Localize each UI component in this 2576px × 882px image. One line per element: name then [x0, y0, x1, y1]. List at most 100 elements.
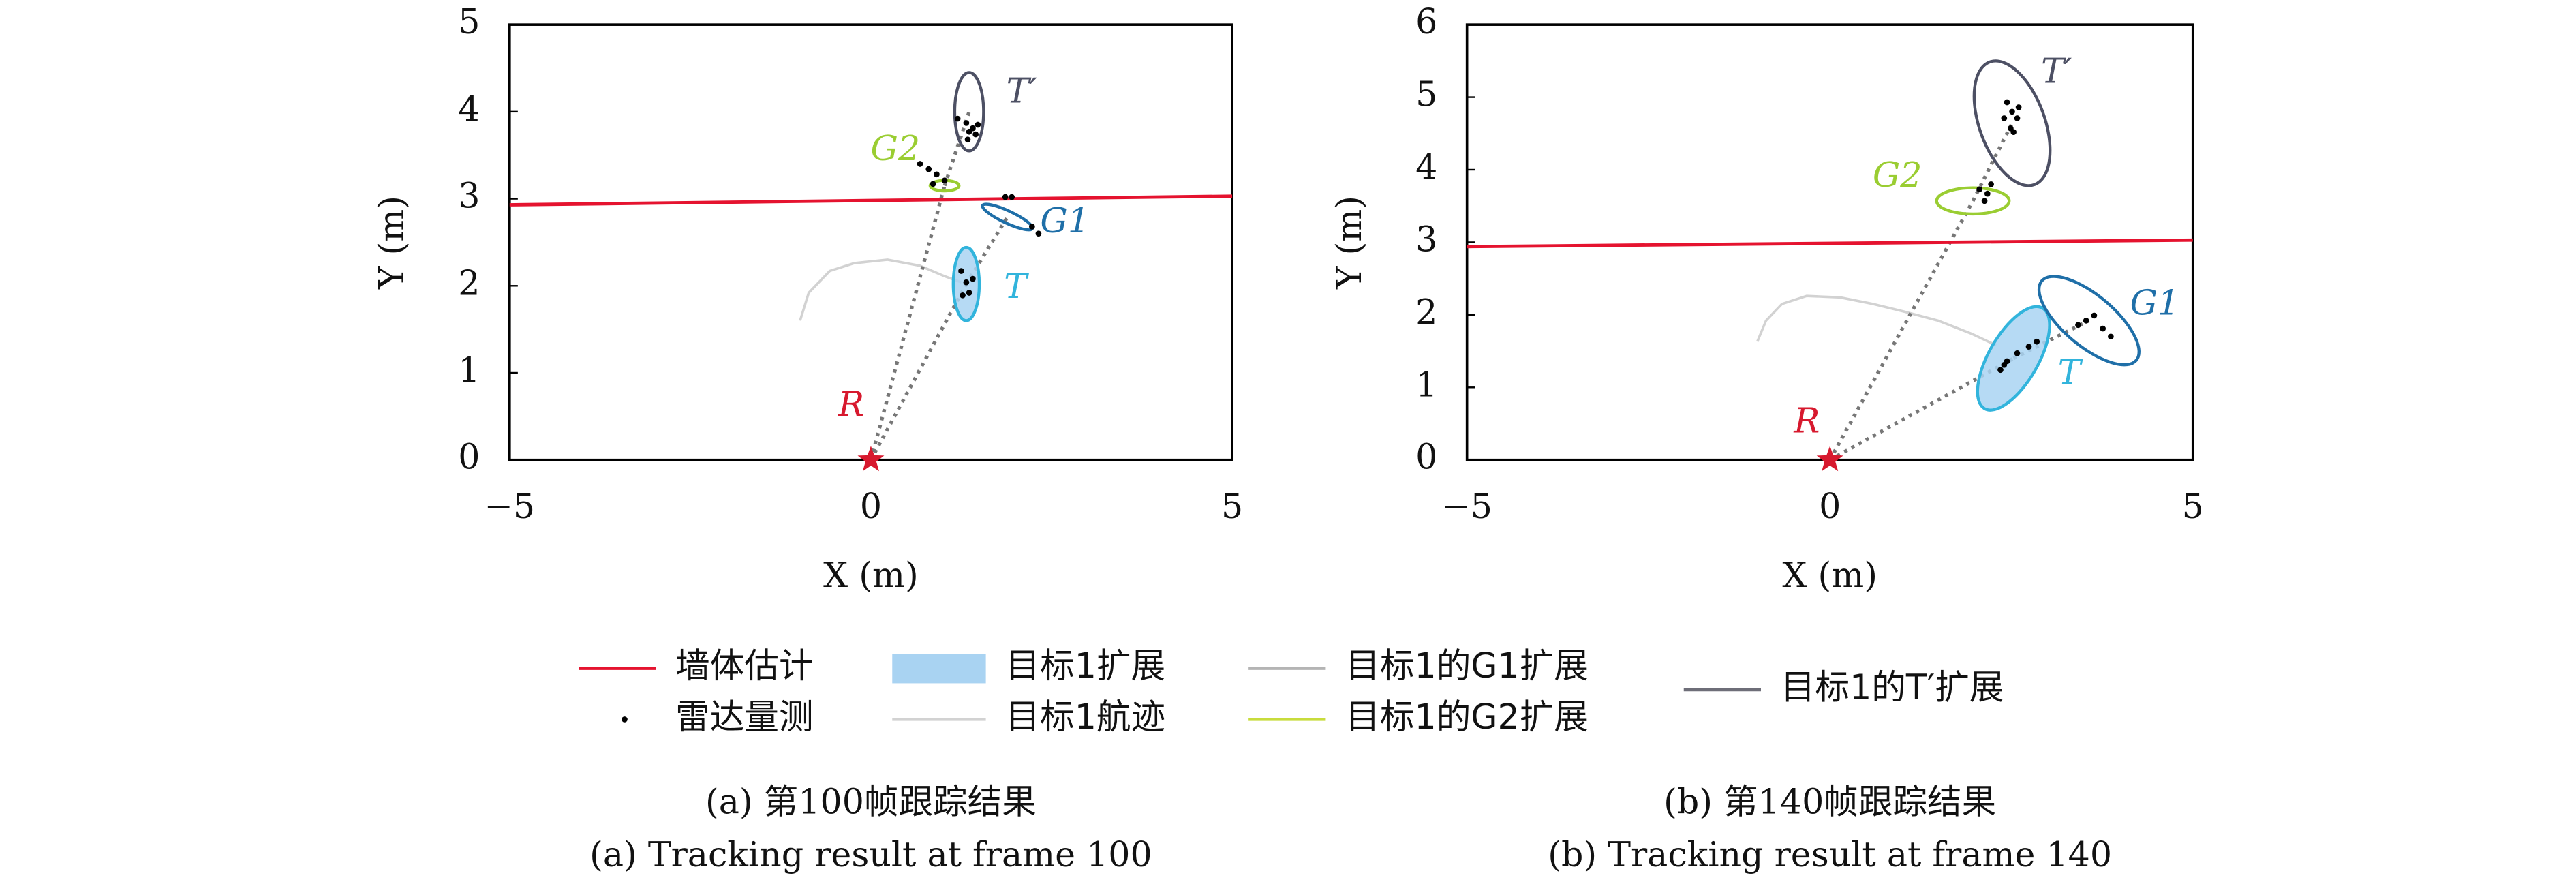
y-tick-label: 6 [1415, 1, 1437, 42]
y-tick-label: 5 [458, 1, 480, 42]
measurement [2015, 104, 2022, 110]
y-tick-label: 4 [458, 89, 480, 129]
y-tick-label: 1 [1415, 364, 1437, 404]
ellipse-label: G2 [870, 128, 920, 168]
measurement [960, 292, 966, 299]
wall-estimate [1467, 238, 2193, 249]
y-axis-label: Y (m) [371, 196, 412, 290]
caption: (b) Tracking result at frame 140 [1548, 834, 2112, 875]
measurement [2083, 318, 2089, 324]
measurement [2009, 108, 2015, 115]
caption: (b) 第140帧跟踪结果 [1663, 782, 1996, 822]
caption: (a) 第100帧跟踪结果 [705, 782, 1037, 822]
y-tick-label: 4 [1415, 147, 1437, 187]
measurement [1035, 230, 1042, 237]
y-tick-label: 2 [458, 262, 480, 303]
measurement [975, 121, 981, 128]
x-tick-label: −5 [1441, 486, 1492, 526]
y-axis-label: Y (m) [1329, 196, 1369, 290]
measurement [2100, 325, 2106, 332]
wall-estimate [509, 194, 1233, 207]
x-tick-label: 0 [1819, 486, 1841, 526]
y-tick-label: 3 [1415, 219, 1437, 259]
ellipse-label: G1 [1040, 200, 1090, 241]
ellipse-label: T [2058, 352, 2083, 392]
ellipse-label: G1 [2130, 283, 2180, 323]
caption: (a) Tracking result at frame 100 [589, 834, 1152, 875]
ellipse-label: G2 [1873, 155, 1922, 195]
measurement [2034, 338, 2040, 345]
extent-ellipse [953, 71, 985, 153]
x-tick-label: 0 [860, 486, 882, 526]
measurement [934, 171, 940, 178]
measurement [954, 115, 961, 122]
measurement [2001, 361, 2008, 368]
measurement [2001, 115, 2008, 121]
extent-ellipse [981, 202, 1034, 232]
measurement [941, 177, 948, 184]
radar-label: R [838, 384, 864, 425]
y-tick-label: 2 [1415, 292, 1437, 332]
legend-label: 雷达量测 [675, 697, 813, 737]
radar [1816, 446, 1843, 472]
y-tick-label: 5 [1415, 74, 1437, 115]
extent-ellipse [2037, 275, 2141, 367]
ray [1971, 122, 2014, 202]
measurement [970, 125, 976, 132]
x-axis-label: X (m) [1782, 555, 1877, 595]
ray [869, 185, 947, 461]
radar-label: R [1793, 401, 1820, 441]
measurement [2108, 333, 2114, 340]
y-tick-label: 1 [458, 350, 480, 390]
plot-frame [508, 23, 1233, 461]
measurement [958, 268, 964, 274]
legend-label: 目标1航迹 [1006, 697, 1166, 737]
legend-swatch [892, 654, 986, 684]
trajectory [799, 258, 962, 321]
ellipse-label: T [1004, 266, 1029, 306]
ray [869, 283, 968, 461]
ellipse-label: T′ [1007, 70, 1038, 110]
extent-ellipse [1935, 186, 2011, 216]
measurement [1029, 224, 1035, 230]
measurement [970, 275, 976, 282]
measurement [1976, 186, 1982, 193]
extent-ellipse [1976, 305, 2051, 412]
y-tick-label: 0 [1415, 437, 1437, 477]
measurement [2075, 322, 2081, 329]
measurement [964, 136, 971, 143]
measurement [917, 161, 923, 167]
measurement [2091, 312, 2098, 319]
measurement [925, 166, 932, 172]
measurement [972, 131, 979, 138]
legend-label: 墙体估计 [675, 645, 813, 686]
ray [2012, 318, 2090, 361]
legend-label: 目标1的G1扩展 [1345, 645, 1589, 686]
measurement [1984, 190, 1991, 197]
measurement [963, 120, 970, 126]
y-tick-label: 3 [458, 176, 480, 216]
ray [1828, 200, 1975, 461]
x-tick-label: 5 [2182, 486, 2204, 526]
legend-label: 目标1扩展 [1006, 645, 1166, 686]
measurement [2014, 115, 2021, 121]
measurement [2014, 350, 2021, 356]
extent-ellipse [1972, 59, 2052, 187]
measurement [1997, 367, 2004, 374]
radar [857, 446, 885, 472]
measurement [1988, 181, 1994, 187]
measurement [2010, 129, 2017, 135]
trajectory [1756, 294, 1997, 347]
measurement [2004, 99, 2010, 106]
legend-label: 目标1的G2扩展 [1345, 697, 1589, 737]
ellipse-label: T′ [2041, 51, 2072, 91]
legend-swatch [622, 716, 628, 723]
x-tick-label: 5 [1221, 486, 1243, 526]
measurement [1009, 194, 1015, 200]
x-tick-label: −5 [485, 486, 536, 526]
measurement [1002, 194, 1009, 200]
y-tick-label: 0 [458, 437, 480, 477]
legend-label: 目标1的T′扩展 [1781, 667, 2004, 708]
